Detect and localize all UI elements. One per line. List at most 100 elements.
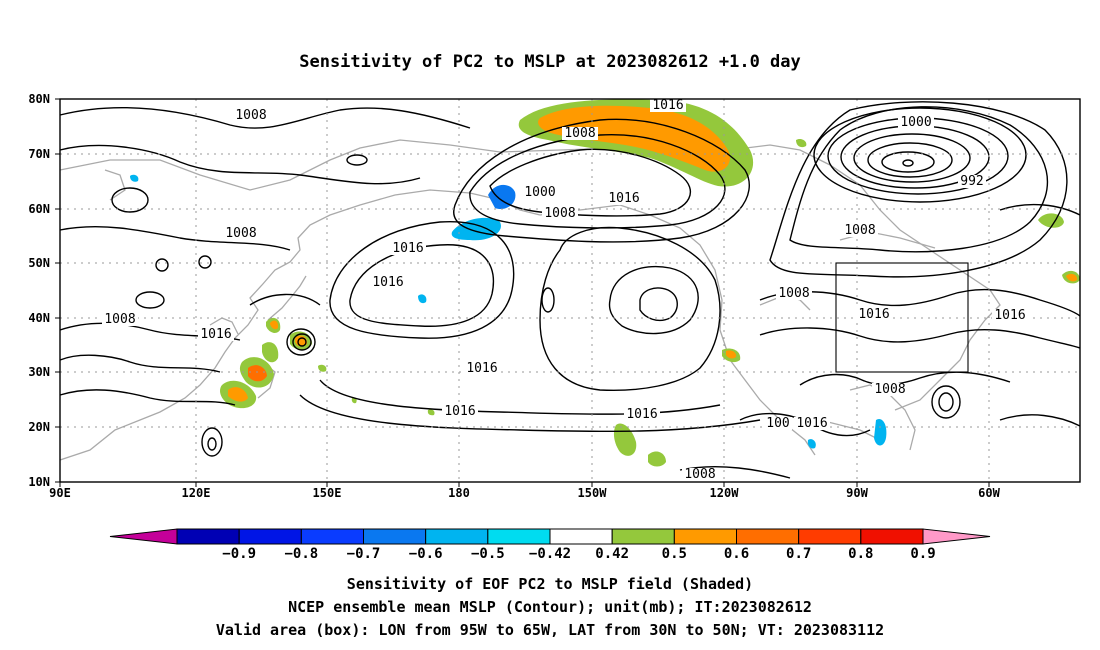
contour-labels: 1016 1008 1008 1000 1008 1016 1000 992 1008 1016 1… — [102, 98, 1028, 482]
colorbar-segment — [176, 528, 240, 545]
contour-label: 1016 — [372, 275, 403, 290]
contour-label: 1008 — [225, 226, 256, 241]
contour-label-bg — [606, 192, 642, 205]
colorbar-tick-label: 0.8 — [848, 546, 873, 562]
contour-label-bg — [958, 175, 986, 188]
contour-label-bg — [198, 328, 234, 341]
colorbar-segment — [363, 528, 427, 545]
contour-label: 1016 — [466, 361, 497, 376]
colorbar-tick-label: −0.7 — [347, 546, 381, 562]
lon-tick-label: 120E — [182, 486, 211, 500]
latitude-tick-labels: 80N 70N 60N 50N 40N 30N 20N 10N — [28, 92, 60, 489]
lon-tick-label: 90W — [846, 486, 868, 500]
contour-label: 1008 — [564, 126, 595, 141]
contour-label-bg — [464, 362, 500, 375]
contour-label-bg — [233, 109, 269, 122]
contour-label-bg — [794, 417, 830, 430]
contour-label-bg — [562, 127, 598, 140]
caption-line-3: Valid area (box): LON from 95W to 65W, L… — [216, 621, 884, 639]
colorbar-tick-label: 0.7 — [786, 546, 811, 562]
contour-label-bg — [842, 224, 878, 237]
lat-tick-label: 80N — [28, 92, 50, 106]
lat-tick-label: 20N — [28, 420, 50, 434]
caption-line-2: NCEP ensemble mean MSLP (Contour); unit(… — [288, 598, 812, 616]
contour-label: 992 — [960, 174, 983, 189]
contour-label-bg — [102, 313, 138, 326]
contour-label: 1000 — [524, 185, 555, 200]
colorbar-lower-triangle — [109, 528, 178, 545]
contour-label-bg — [223, 227, 259, 240]
colorbar-segment — [238, 528, 302, 545]
colorbar-tick-label: −0.5 — [471, 546, 505, 562]
contour-label: 1016 — [796, 416, 827, 431]
mslp-contours — [59, 101, 1081, 479]
contour-label: 1016 — [858, 307, 889, 322]
colorbar-segment — [611, 528, 675, 545]
lat-tick-label: 30N — [28, 365, 50, 379]
contour-label: 1008 — [104, 312, 135, 327]
colorbar-segment — [798, 528, 862, 545]
contour-label: 1016 — [392, 241, 423, 256]
contour-label: 100 — [766, 416, 789, 431]
map-background — [60, 99, 1080, 482]
lat-tick-label: 50N — [28, 256, 50, 270]
colorbar-tick-label: −0.8 — [284, 546, 318, 562]
colorbar-segment — [425, 528, 489, 545]
colorbar-tick-label: 0.9 — [910, 546, 935, 562]
contour-label-bg — [624, 408, 660, 421]
contour-label: 1000 — [900, 115, 931, 130]
colorbar-upper-triangle — [922, 528, 991, 545]
figure-title: Sensitivity of PC2 to MSLP at 2023082612… — [299, 52, 801, 72]
colorbar-tick-label: −0.9 — [222, 546, 256, 562]
lat-tick-label: 70N — [28, 147, 50, 161]
contour-label-bg — [650, 99, 686, 112]
contour-label: 1008 — [235, 108, 266, 123]
contour-label: 1008 — [778, 286, 809, 301]
contour-label-bg — [776, 287, 812, 300]
contour-label-bg — [370, 276, 406, 289]
colorbar-tick-label: −0.42 — [529, 546, 571, 562]
lon-tick-label: 180 — [448, 486, 470, 500]
contour-label: 1016 — [994, 308, 1025, 323]
contour-label-bg — [898, 116, 934, 129]
contour-label-bg — [390, 242, 426, 255]
lon-tick-label: 120W — [710, 486, 740, 500]
contour-label: 1016 — [652, 98, 683, 113]
lon-tick-label: 150E — [313, 486, 342, 500]
contour-label: 1016 — [200, 327, 231, 342]
lat-tick-label: 10N — [28, 475, 50, 489]
contour-label-bg — [856, 308, 892, 321]
contour-label-bg — [872, 383, 908, 396]
lon-tick-label: 90E — [49, 486, 71, 500]
longitude-tick-labels: 90E 120E 150E 180 150W 120W 90W 60W — [49, 482, 1001, 500]
colorbar-segment — [487, 528, 551, 545]
colorbar: −0.9 −0.8 −0.7 −0.6 −0.5 −0.42 0.42 0.5 0.6 0.7 0.… — [109, 528, 991, 562]
colorbar-tick-label: −0.6 — [409, 546, 443, 562]
contour-label: 1008 — [844, 223, 875, 238]
contour-label-bg — [764, 417, 792, 430]
contour-label-bg — [542, 207, 578, 220]
contour-label: 1016 — [608, 191, 639, 206]
contour-label-bg — [682, 468, 718, 481]
map-grid — [60, 99, 1080, 482]
colorbar-segment — [300, 528, 365, 545]
colorbar-segment — [549, 528, 613, 545]
map-panel: 1016 1008 1008 1000 1008 1016 1000 992 1008 1016 1… — [28, 92, 1081, 500]
contour-label: 1008 — [544, 206, 575, 221]
colorbar-segment — [736, 528, 800, 545]
colorbar-segment — [673, 528, 737, 545]
contour-label: 1016 — [444, 404, 475, 419]
contour-label: 1016 — [626, 407, 657, 422]
valid-area-box — [835, 262, 969, 373]
lat-tick-label: 60N — [28, 202, 50, 216]
contour-label-bg — [442, 405, 478, 418]
colorbar-tick-label: 0.6 — [724, 546, 749, 562]
lon-tick-label: 60W — [978, 486, 1000, 500]
caption-line-1: Sensitivity of EOF PC2 to MSLP field (Sh… — [347, 575, 753, 593]
contour-label-bg — [992, 309, 1028, 322]
colorbar-tick-label: 0.42 — [595, 546, 629, 562]
contour-label: 1008 — [684, 467, 715, 482]
map-frame — [59, 98, 1081, 483]
lat-tick-label: 40N — [28, 311, 50, 325]
lon-tick-label: 150W — [578, 486, 608, 500]
